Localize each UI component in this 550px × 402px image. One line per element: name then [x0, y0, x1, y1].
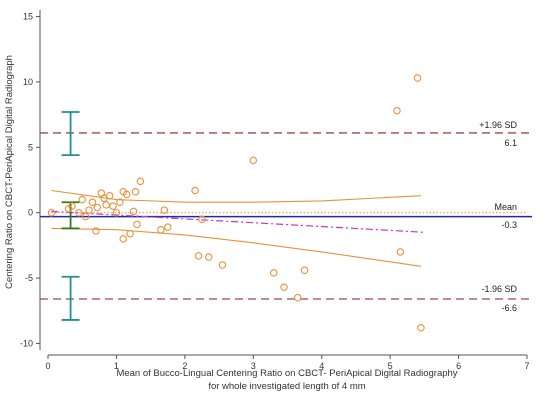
data-point: [85, 206, 93, 214]
x-tick-label: 2: [182, 361, 187, 371]
data-point: [81, 212, 90, 221]
lower-confidence-band: [51, 227, 421, 267]
x-tick-label: 3: [251, 361, 256, 371]
y-tick-label: -5: [25, 273, 33, 283]
data-point: [417, 324, 425, 332]
x-axis-title: Mean of Bucco-Lingual Centering Ratio on…: [116, 368, 457, 379]
data-point: [136, 177, 145, 186]
data-point: [116, 198, 124, 206]
x-axis: 0 1 2 3 4 5 6 7: [45, 355, 530, 371]
ci-bar: [61, 111, 80, 157]
confidence-interval-bars: [61, 111, 80, 321]
data-point: [249, 156, 258, 165]
data-point: [270, 269, 278, 277]
reference-lines: [40, 132, 532, 300]
data-point: [160, 206, 169, 214]
lower-sd-value: -6.6: [501, 303, 517, 313]
data-point: [129, 207, 138, 216]
data-point: [88, 198, 97, 206]
y-tick-label: 5: [28, 142, 33, 152]
data-point: [294, 293, 302, 302]
data-point: [280, 283, 288, 291]
plot-frame: [39, 10, 527, 356]
data-point: [105, 191, 114, 200]
x-tick-label: 1: [114, 361, 119, 371]
data-point: [393, 106, 401, 115]
y-axis: 15 10 5 0 -5 -10: [20, 12, 40, 348]
y-tick-label: -10: [20, 338, 33, 348]
data-point: [93, 203, 102, 212]
data-point: [198, 215, 206, 223]
upper-confidence-band: [51, 189, 421, 203]
y-tick-label: 15: [23, 12, 33, 22]
data-point: [75, 208, 83, 217]
ci-bar: [61, 275, 80, 321]
data-point: [109, 202, 117, 210]
data-point: [122, 190, 131, 199]
data-point: [68, 202, 76, 210]
y-tick-label: 0: [28, 208, 33, 218]
mean-label: Mean: [494, 202, 517, 212]
data-point: [78, 195, 86, 204]
data-point: [92, 227, 100, 235]
data-point: [102, 201, 110, 209]
data-point: [205, 253, 213, 261]
data-point: [218, 261, 227, 269]
data-point: [126, 229, 134, 238]
data-point: [300, 266, 309, 274]
x-axis-title-line2: for whole investigated length of 4 mm: [208, 381, 365, 392]
y-tick-label: 10: [23, 77, 33, 87]
upper-sd-label: +1.96 SD: [479, 120, 517, 130]
data-point: [191, 186, 199, 195]
upper-sd-value: 6.1: [504, 138, 517, 148]
data-point: [133, 220, 141, 229]
lower-sd-label: -1.96 SD: [481, 284, 517, 294]
reference-annotations: +1.96 SD 6.1 Mean -0.3 -1.96 SD -6.6: [479, 120, 517, 313]
data-point: [112, 208, 121, 217]
mean-value: -0.3: [501, 220, 517, 230]
data-point: [157, 225, 165, 234]
data-point: [164, 223, 172, 231]
x-tick-label: 0: [45, 361, 50, 371]
data-points: [47, 74, 425, 332]
data-point: [119, 235, 128, 243]
x-tick-label: 5: [388, 361, 393, 371]
data-point: [413, 74, 422, 82]
x-tick-label: 6: [456, 361, 461, 371]
y-axis-title: Centering Ratio on CBCT-PeriApical Digit…: [4, 55, 15, 289]
x-tick-label: 4: [319, 361, 324, 371]
data-point: [131, 188, 140, 196]
data-point: [47, 208, 56, 217]
data-point: [194, 252, 203, 260]
data-point: [396, 248, 405, 256]
x-tick-label: 7: [524, 361, 529, 371]
